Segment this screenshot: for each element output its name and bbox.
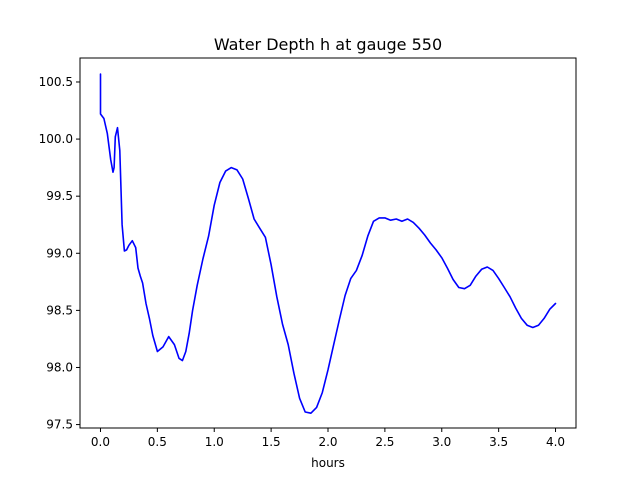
x-tick-label: 1.5 xyxy=(262,435,281,449)
plot-frame xyxy=(79,57,577,429)
x-axis: 0.0 0.5 1.0 1.5 2.0 2.5 3.0 3.5 4.0 xyxy=(91,428,565,449)
x-tick-label: 3.5 xyxy=(489,435,508,449)
x-tick-label: 3.0 xyxy=(432,435,451,449)
x-axis-label: hours xyxy=(311,456,345,470)
y-tick-label: 97.5 xyxy=(46,418,73,432)
x-tick-label: 4.0 xyxy=(546,435,565,449)
y-tick-label: 98.0 xyxy=(46,360,73,374)
y-tick-label: 100.0 xyxy=(39,132,73,146)
y-tick-label: 100.5 xyxy=(39,75,73,89)
x-tick-label: 2.0 xyxy=(318,435,337,449)
series-layer xyxy=(99,73,557,415)
x-tick-label: 2.5 xyxy=(375,435,394,449)
y-tick-label: 99.0 xyxy=(46,246,73,260)
x-tick-label: 0.5 xyxy=(148,435,167,449)
y-axis: 97.5 98.0 98.5 99.0 99.5 100.0 100.5 xyxy=(39,75,80,432)
y-tick-label: 99.5 xyxy=(46,189,73,203)
y-tick-label: 98.5 xyxy=(46,303,73,317)
series-line-0 xyxy=(99,73,557,415)
chart-title: Water Depth h at gauge 550 xyxy=(214,35,442,54)
x-tick-label: 0.0 xyxy=(91,435,110,449)
x-tick-label: 1.0 xyxy=(205,435,224,449)
